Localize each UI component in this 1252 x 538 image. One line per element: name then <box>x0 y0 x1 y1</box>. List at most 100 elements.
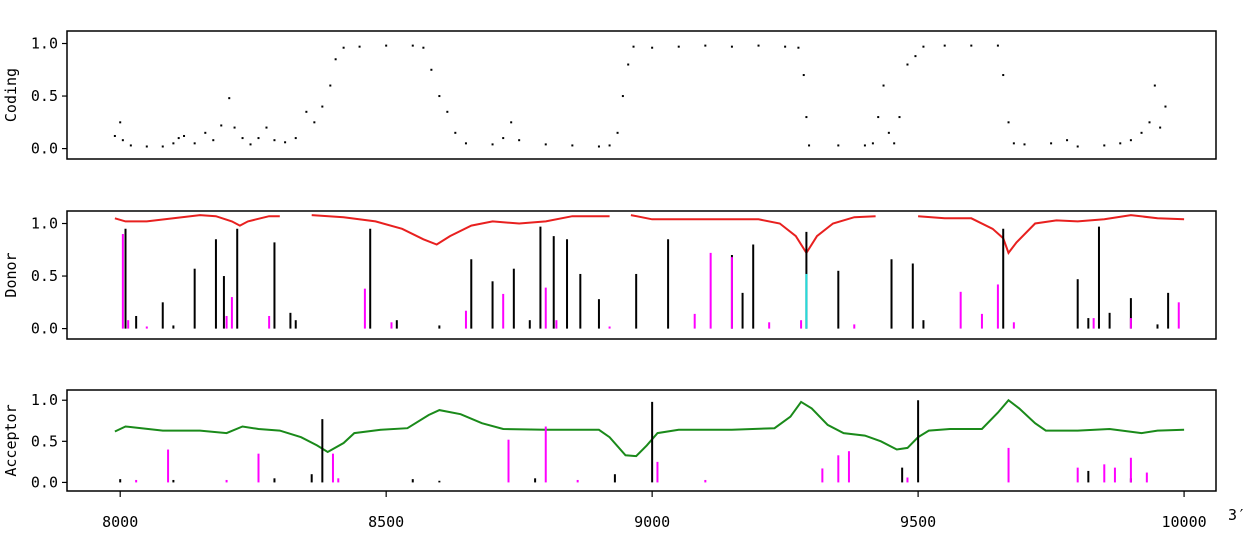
coding-frame <box>66 30 1217 160</box>
data-point <box>1153 84 1156 87</box>
data-point <box>544 143 547 146</box>
series-line <box>630 214 876 255</box>
coding-ytick-label: 1.0 <box>31 35 58 53</box>
donor-ylabel: Donor <box>2 252 20 297</box>
data-point <box>491 143 494 146</box>
x-axis: 8000 8500 9000 9500 10000 3′ <box>102 491 1246 531</box>
acceptor-series-2 <box>135 426 1148 483</box>
data-point <box>228 97 231 100</box>
data-point <box>422 46 425 49</box>
data-point <box>464 142 467 145</box>
data-point <box>1023 143 1026 146</box>
data-point <box>1002 74 1005 77</box>
data-point <box>510 121 513 124</box>
data-point <box>797 46 800 49</box>
series-line <box>311 214 610 246</box>
data-point <box>914 55 917 58</box>
data-point <box>906 63 909 66</box>
data-point <box>249 143 252 146</box>
data-point <box>177 137 180 140</box>
data-point <box>677 45 680 48</box>
data-point <box>943 44 946 47</box>
data-point <box>129 144 132 147</box>
data-point <box>1164 105 1167 108</box>
data-point <box>305 110 308 113</box>
donor-ytick-label: 1.0 <box>31 215 58 233</box>
donor-ytick-label: 0.0 <box>31 320 58 338</box>
data-point <box>893 142 896 145</box>
data-point <box>161 145 164 148</box>
acceptor-panel: 0.0 0.5 1.0 Acceptor <box>2 389 1217 492</box>
data-point <box>284 141 287 144</box>
data-point <box>1076 145 1079 148</box>
xtick-label: 9500 <box>900 513 936 531</box>
data-point <box>212 139 215 142</box>
data-point <box>385 44 388 47</box>
data-point <box>802 74 805 77</box>
acceptor-frame <box>66 389 1217 492</box>
data-point <box>808 144 811 147</box>
data-point <box>119 121 122 124</box>
coding-ytick-label: 0.5 <box>31 87 58 105</box>
data-point <box>329 84 332 87</box>
data-point <box>1159 126 1162 129</box>
data-point <box>204 131 207 134</box>
data-point <box>632 45 635 48</box>
data-point <box>172 142 175 145</box>
series-line <box>114 398 1185 458</box>
data-point <box>621 95 624 98</box>
data-point <box>571 144 574 147</box>
data-point <box>220 124 223 127</box>
data-point <box>313 121 316 124</box>
data-point <box>1007 121 1010 124</box>
data-point <box>257 137 260 140</box>
data-point <box>877 116 880 119</box>
coding-ylabel: Coding <box>2 68 20 122</box>
data-point <box>871 142 874 145</box>
data-point <box>1066 139 1069 142</box>
data-point <box>193 142 196 145</box>
data-point <box>1148 121 1151 124</box>
data-point <box>113 134 116 137</box>
data-point <box>446 110 449 113</box>
donor-panel: 0.0 0.5 1.0 Donor <box>2 210 1217 340</box>
donor-frame <box>66 210 1217 340</box>
series-line <box>918 214 1185 255</box>
acceptor-ytick-label: 1.0 <box>31 391 58 409</box>
data-point <box>145 145 148 148</box>
data-point <box>121 139 124 142</box>
data-point <box>518 139 521 142</box>
data-point <box>970 44 973 47</box>
data-point <box>922 45 925 48</box>
data-point <box>898 116 901 119</box>
data-point <box>1012 142 1015 145</box>
data-point <box>358 45 361 48</box>
data-point <box>233 126 236 129</box>
data-point <box>265 126 268 129</box>
data-point <box>1050 142 1053 145</box>
data-point <box>273 139 276 142</box>
data-point <box>627 63 630 66</box>
xtick-label: 9000 <box>634 513 670 531</box>
data-point <box>863 144 866 147</box>
data-point <box>784 45 787 48</box>
donor-series-2 <box>121 234 1180 329</box>
xtick-label: 10000 <box>1162 513 1207 531</box>
acceptor-ytick-label: 0.5 <box>31 432 58 450</box>
xtick-label: 8000 <box>102 513 138 531</box>
coding-ytick-label: 0.0 <box>31 140 58 158</box>
data-point <box>321 105 324 108</box>
data-point <box>887 131 890 134</box>
coding-panel: 0.0 0.5 1.0 Coding <box>2 30 1217 160</box>
xtick-label: 8500 <box>368 513 404 531</box>
data-point <box>730 45 733 48</box>
acceptor-ytick-label: 0.0 <box>31 473 58 491</box>
donor-series-1 <box>124 226 1170 329</box>
data-point <box>597 145 600 148</box>
data-point <box>1119 142 1122 145</box>
data-point <box>608 144 611 147</box>
acceptor-series-0 <box>114 398 1185 458</box>
data-point <box>651 46 654 49</box>
x-axis-end-label: 3′ <box>1228 506 1246 524</box>
